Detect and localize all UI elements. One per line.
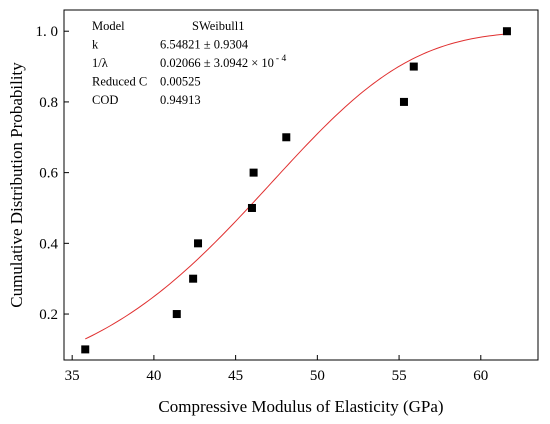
y-tick-label: 1. 0 [36, 24, 59, 40]
info-value: SWeibull1 [192, 19, 244, 33]
y-tick-label: 0.2 [39, 307, 58, 323]
data-point [189, 274, 198, 283]
info-exponent: - 4 [276, 54, 287, 64]
y-axis-ticks: 0.2 0.4 0.6 0.8 1. 0 [36, 24, 69, 323]
data-points [81, 27, 511, 354]
data-point [282, 133, 291, 142]
x-axis-label: Compressive Modulus of Elasticity (GPa) [158, 397, 443, 416]
x-tick-label: 60 [473, 368, 488, 384]
info-label: Model [92, 19, 125, 33]
weibull-fit-curve [85, 33, 507, 340]
info-label: k [92, 38, 99, 52]
y-tick-label: 0.8 [39, 95, 58, 111]
info-box: Model SWeibull1 k 6.54821 ± 0.9304 1/λ 0.0206… [92, 19, 286, 107]
data-point [247, 203, 256, 212]
x-tick-label: 55 [392, 368, 407, 384]
data-point [249, 168, 258, 177]
y-tick-label: 0.4 [39, 236, 58, 252]
info-value: 0.00525 [160, 75, 201, 89]
data-point [172, 310, 181, 319]
info-value: 0.02066 ± 3.0942 × 10- 4 [160, 54, 286, 70]
data-point [399, 97, 408, 106]
x-tick-label: 35 [65, 368, 80, 384]
data-point [502, 27, 511, 36]
data-point [194, 239, 203, 248]
info-value: 6.54821 ± 0.9304 [160, 38, 249, 52]
x-tick-label: 40 [146, 368, 161, 384]
data-point [81, 345, 90, 354]
info-label: 1/λ [92, 56, 108, 70]
y-axis-label: Cumulative Distribution Probability [7, 62, 26, 308]
y-tick-label: 0.6 [39, 166, 58, 182]
data-point [409, 62, 418, 71]
info-value: 0.94913 [160, 93, 201, 107]
info-label: COD [92, 93, 118, 107]
info-label: Reduced C [92, 75, 147, 89]
x-axis-ticks: 35 40 45 50 55 60 [65, 355, 488, 384]
plot-frame [63, 9, 539, 361]
x-tick-label: 45 [228, 368, 243, 384]
x-tick-label: 50 [310, 368, 325, 384]
